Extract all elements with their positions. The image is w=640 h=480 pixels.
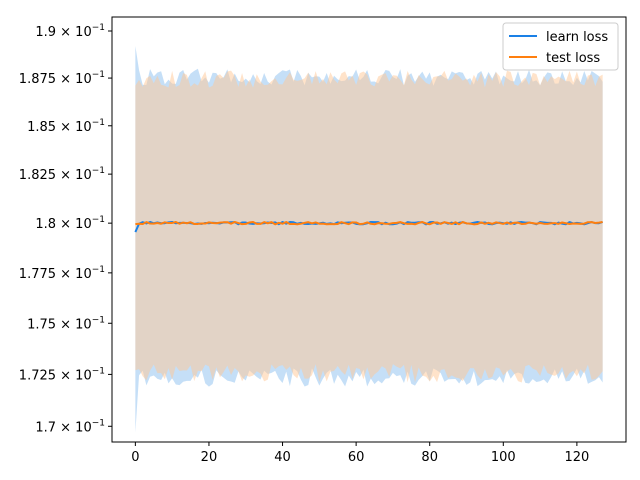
x-tick-label: 100 xyxy=(491,450,516,465)
plot-area xyxy=(134,46,603,433)
x-axis: 0 20 40 60 80 100 120 xyxy=(131,442,589,465)
y-tick-label: 1.825 × 10−1 xyxy=(19,166,105,183)
series-band-test-loss xyxy=(135,70,603,383)
x-tick-label: 20 xyxy=(201,450,218,465)
legend-label: test loss xyxy=(546,51,600,66)
y-tick-label: 1.7 × 10−1 xyxy=(35,418,105,435)
y-axis: 1.7 × 10−1 1.725 × 10−1 1.75 × 10−1 1.775 ×… xyxy=(19,23,112,435)
x-tick-label: 60 xyxy=(348,450,365,465)
y-tick-label: 1.775 × 10−1 xyxy=(19,265,105,282)
series-line-test-loss xyxy=(135,220,603,226)
y-tick-label: 1.85 × 10−1 xyxy=(27,118,105,135)
y-tick-label: 1.75 × 10−1 xyxy=(27,315,105,332)
y-tick-label: 1.8 × 10−1 xyxy=(35,215,105,232)
x-tick-label: 120 xyxy=(564,450,589,465)
legend: learn loss test loss xyxy=(502,22,619,71)
legend-label: learn loss xyxy=(546,30,608,45)
y-tick-label: 1.9 × 10−1 xyxy=(35,23,105,40)
y-tick-label: 1.875 × 10−1 xyxy=(19,70,105,87)
y-tick-label: 1.725 × 10−1 xyxy=(19,366,105,383)
x-tick-label: 0 xyxy=(131,450,139,465)
x-tick-label: 80 xyxy=(421,450,438,465)
x-tick-label: 40 xyxy=(274,450,291,465)
legend-box xyxy=(502,22,619,71)
axes-frame xyxy=(111,16,627,443)
